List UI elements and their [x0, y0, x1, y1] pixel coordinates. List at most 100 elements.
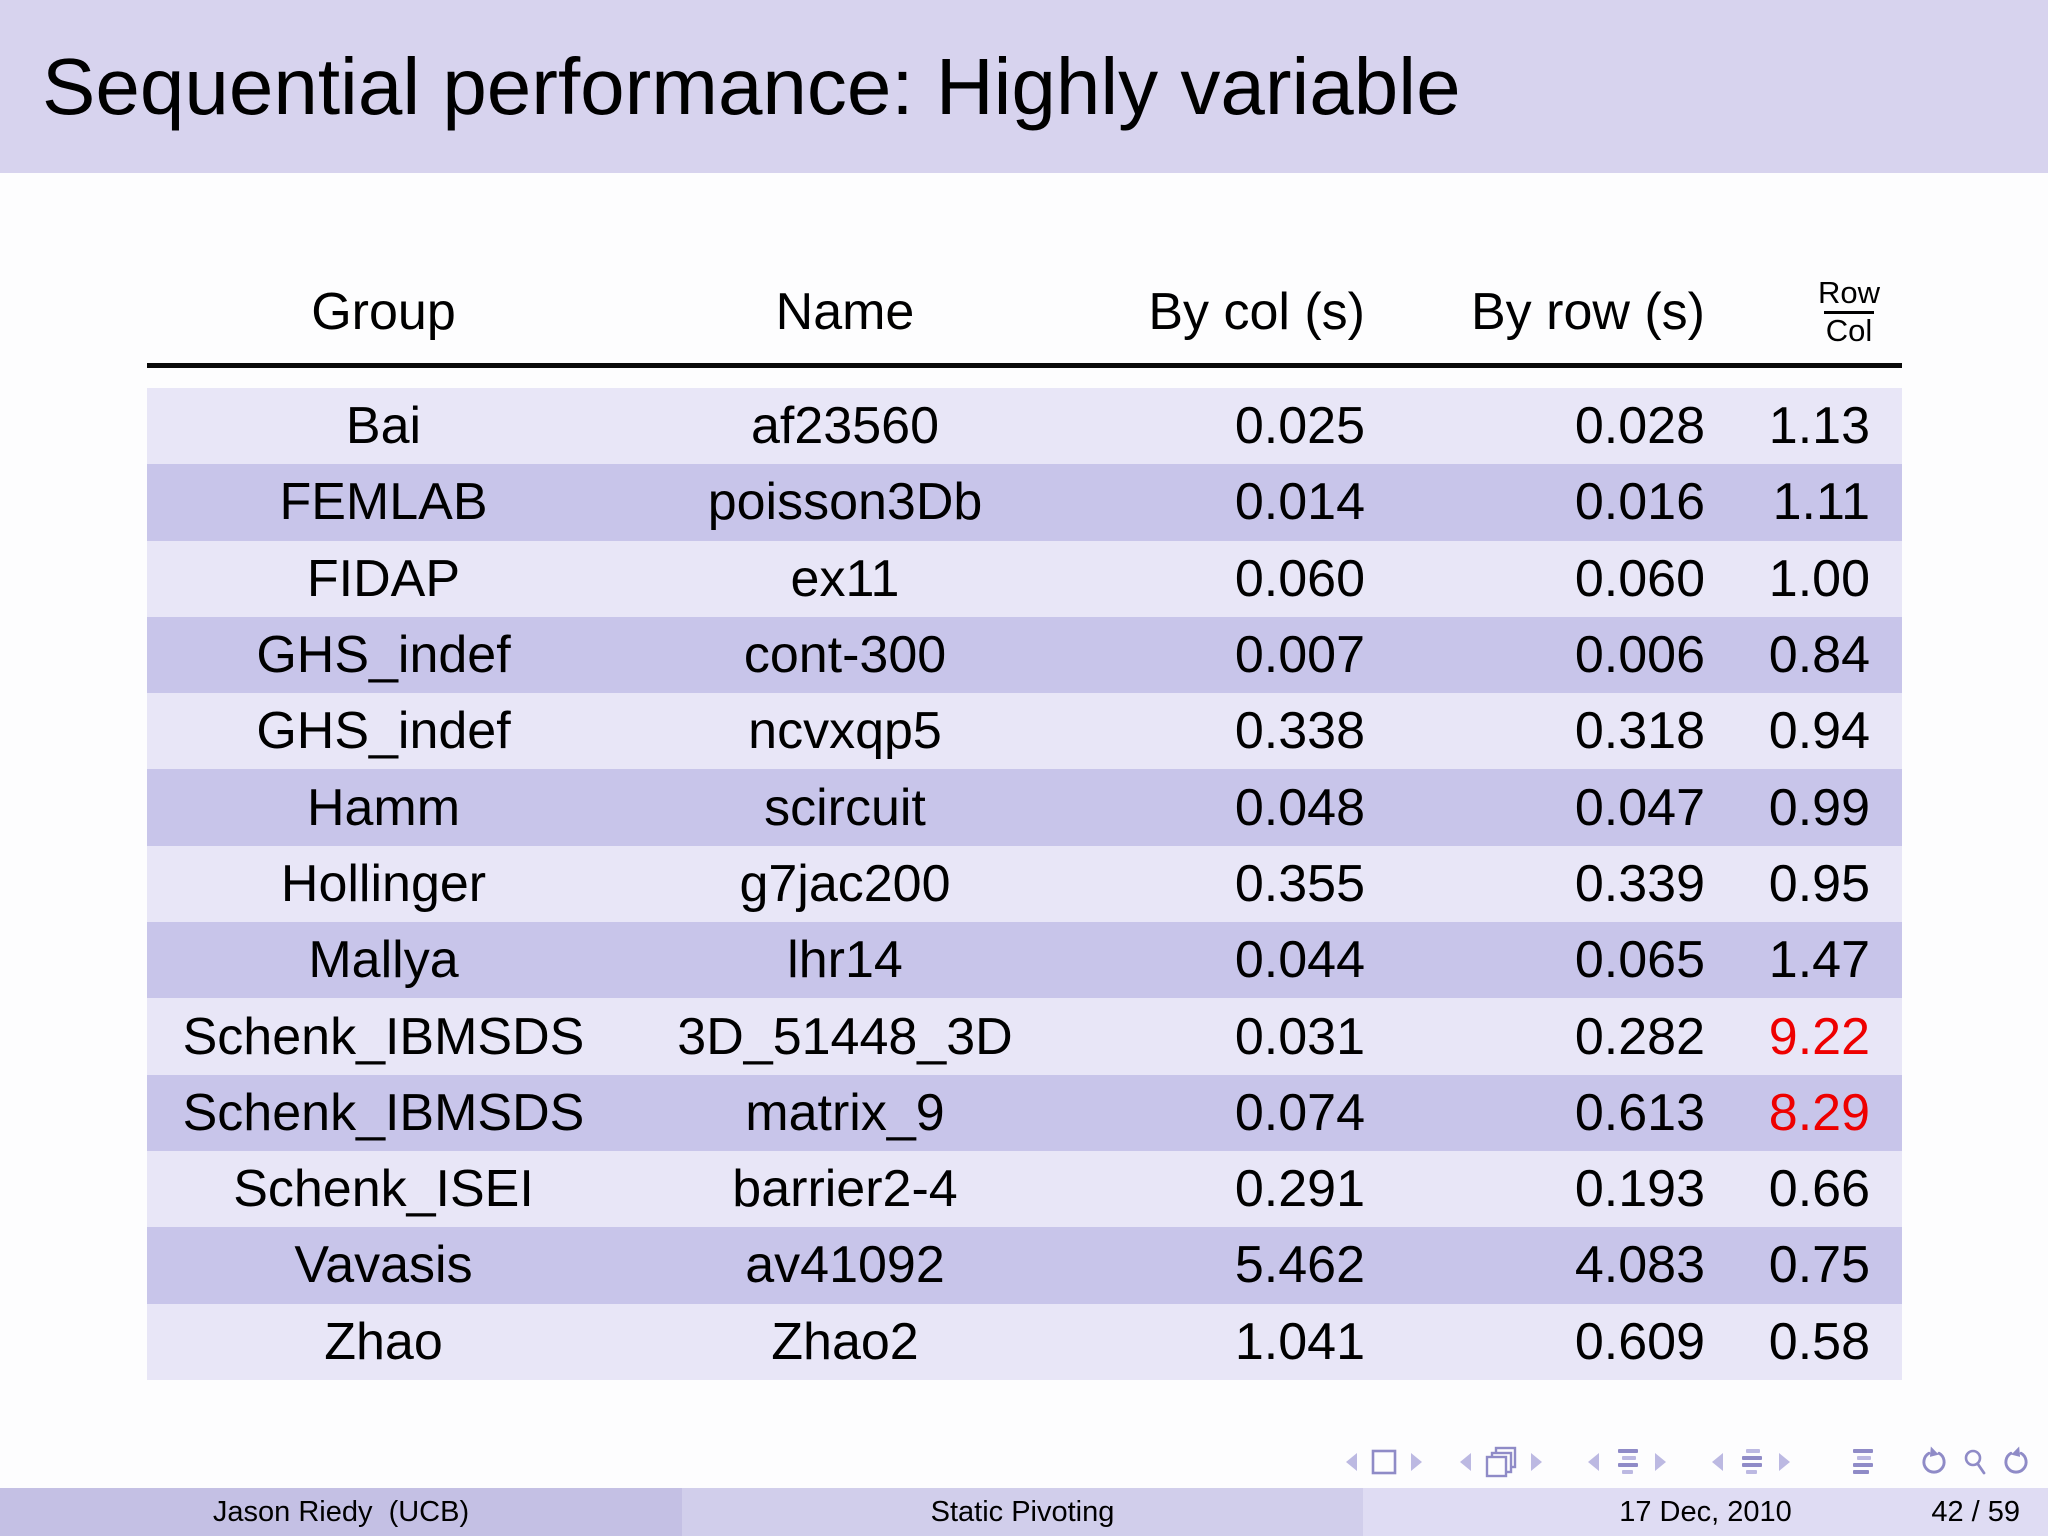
cell-ratio: 0.99	[1768, 778, 1870, 837]
cell-group: GHS_indef	[256, 626, 511, 685]
cell-by-col: 0.044	[1234, 931, 1365, 990]
cell-name: Zhao2	[771, 1312, 919, 1371]
header-by-col: By col (s)	[1148, 283, 1365, 341]
table-row: Mallya lhr14 0.044 0.065 1.47	[147, 922, 1902, 999]
table-header-rule	[147, 363, 1902, 368]
cell-by-row: 0.282	[1574, 1007, 1705, 1066]
next-section-icon[interactable]	[1650, 1449, 1670, 1475]
table-row: Schenk_IBMSDS matrix_9 0.074 0.613 8.29	[147, 1074, 1902, 1151]
cell-name: g7jac200	[739, 854, 951, 913]
subsection-list-icon[interactable]	[1735, 1446, 1767, 1478]
cell-by-col: 0.291	[1234, 1160, 1365, 1219]
appendix-list-icon[interactable]	[1846, 1446, 1878, 1478]
table-row: Schenk_ISEI barrier2-4 0.291 0.193 0.66	[147, 1150, 1902, 1228]
cell-by-row: 0.193	[1574, 1160, 1705, 1219]
table-row: FEMLAB poisson3Db 0.014 0.016 1.11	[147, 464, 1902, 541]
prev-slide-icon[interactable]	[1456, 1449, 1476, 1475]
slide-title: Sequential performance: Highly variable	[42, 41, 1461, 131]
footer-date: 17 Dec, 2010	[1619, 1495, 1792, 1528]
cell-group: Schenk_IBMSDS	[182, 1007, 585, 1066]
cell-by-col: 0.014	[1234, 473, 1365, 532]
footer-talk-title-box: Static Pivoting	[682, 1488, 1363, 1536]
slide-title-bar: Sequential performance: Highly variable	[0, 0, 2048, 173]
cell-name: scircuit	[764, 778, 926, 837]
cell-ratio: 0.94	[1768, 702, 1870, 761]
footer-date-box: 17 Dec, 2010 42 / 59	[1363, 1488, 2048, 1536]
undo-icon[interactable]	[1916, 1444, 1952, 1480]
search-icon[interactable]	[1959, 1446, 1991, 1478]
cell-group: Hamm	[306, 778, 461, 837]
row-over-col-fraction: Row Col	[1816, 274, 1882, 348]
next-frame-icon[interactable]	[1406, 1449, 1426, 1475]
header-group: Group	[311, 283, 456, 341]
frame-icon[interactable]	[1369, 1447, 1399, 1477]
cell-group: Mallya	[308, 931, 459, 990]
slide-stack-icon[interactable]	[1483, 1445, 1519, 1479]
section-nav-group	[1584, 1446, 1670, 1478]
cell-by-col: 0.007	[1234, 626, 1365, 685]
cell-ratio: 1.11	[1772, 473, 1870, 532]
frame-nav-group	[1342, 1447, 1426, 1477]
table-row: Bai af23560 0.025 0.028 1.13	[147, 388, 1902, 465]
cell-ratio: 0.75	[1768, 1236, 1870, 1295]
history-search-group	[1916, 1444, 2034, 1480]
next-slide-icon[interactable]	[1526, 1449, 1546, 1475]
subsection-nav-group	[1708, 1446, 1794, 1478]
cell-by-col: 5.462	[1234, 1236, 1365, 1295]
cell-group: FIDAP	[306, 549, 461, 608]
cell-group: Schenk_IBMSDS	[182, 1083, 585, 1142]
cell-name: barrier2-4	[732, 1160, 958, 1219]
cell-ratio: 1.13	[1768, 397, 1870, 456]
redo-icon[interactable]	[1998, 1444, 2034, 1480]
cell-name: lhr14	[787, 931, 903, 990]
header-name: Name	[775, 283, 915, 341]
cell-group: Bai	[345, 397, 422, 456]
cell-ratio: 0.84	[1768, 626, 1870, 685]
footer-author-box: Jason Riedy (UCB)	[0, 1488, 682, 1536]
cell-by-row: 0.006	[1574, 626, 1705, 685]
cell-name: af23560	[751, 397, 939, 456]
performance-table: Group Name By col (s) By row (s) Row Col…	[147, 262, 1902, 1380]
prev-frame-icon[interactable]	[1342, 1449, 1362, 1475]
cell-name: 3D_51448_3D	[677, 1007, 1013, 1066]
cell-by-col: 0.074	[1234, 1083, 1365, 1142]
cell-ratio: 8.29	[1768, 1083, 1870, 1142]
table-row: Schenk_IBMSDS 3D_51448_3D 0.031 0.282 9.22	[147, 998, 1902, 1075]
table-row: GHS_indef ncvxqp5 0.338 0.318 0.94	[147, 693, 1902, 770]
cell-group: Zhao	[324, 1312, 443, 1371]
table-row: GHS_indef cont-300 0.007 0.006 0.84	[147, 616, 1902, 694]
header-row-col-ratio: Row Col	[1730, 274, 1902, 348]
cell-by-row: 4.083	[1574, 1236, 1705, 1295]
footer-talk-title: Static Pivoting	[930, 1495, 1115, 1528]
fraction-numerator: Row	[1817, 274, 1880, 310]
cell-ratio: 0.66	[1768, 1160, 1870, 1219]
cell-ratio: 0.58	[1768, 1312, 1870, 1371]
cell-by-col: 0.031	[1234, 1007, 1365, 1066]
cell-by-row: 0.060	[1574, 549, 1705, 608]
cell-ratio: 0.95	[1768, 854, 1870, 913]
header-by-row: By row (s)	[1471, 283, 1705, 341]
cell-by-col: 0.355	[1234, 854, 1365, 913]
table-body: Bai af23560 0.025 0.028 1.13 FEMLAB poisson3Db…	[147, 388, 1902, 1380]
cell-name: matrix_9	[745, 1083, 945, 1142]
table-header-row: Group Name By col (s) By row (s) Row Col	[147, 262, 1902, 362]
cell-group: FEMLAB	[279, 473, 488, 532]
cell-by-row: 0.016	[1574, 473, 1705, 532]
cell-group: Schenk_ISEI	[233, 1160, 534, 1219]
next-subsection-icon[interactable]	[1774, 1449, 1794, 1475]
cell-name: ex11	[790, 549, 900, 608]
prev-subsection-icon[interactable]	[1708, 1449, 1728, 1475]
cell-group: Vavasis	[294, 1236, 473, 1295]
cell-by-row: 0.613	[1574, 1083, 1705, 1142]
prev-section-icon[interactable]	[1584, 1449, 1604, 1475]
table-row: Hamm scircuit 0.048 0.047 0.99	[147, 769, 1902, 846]
cell-group: GHS_indef	[256, 702, 511, 761]
beamer-navigation	[1342, 1444, 2034, 1480]
cell-by-col: 0.060	[1234, 549, 1365, 608]
cell-by-col: 0.048	[1234, 778, 1365, 837]
section-list-icon[interactable]	[1611, 1446, 1643, 1478]
cell-name: cont-300	[743, 626, 947, 685]
cell-name: ncvxqp5	[748, 702, 942, 761]
footer-slide-number: 42 / 59	[1931, 1495, 2020, 1528]
cell-by-row: 0.318	[1574, 702, 1705, 761]
